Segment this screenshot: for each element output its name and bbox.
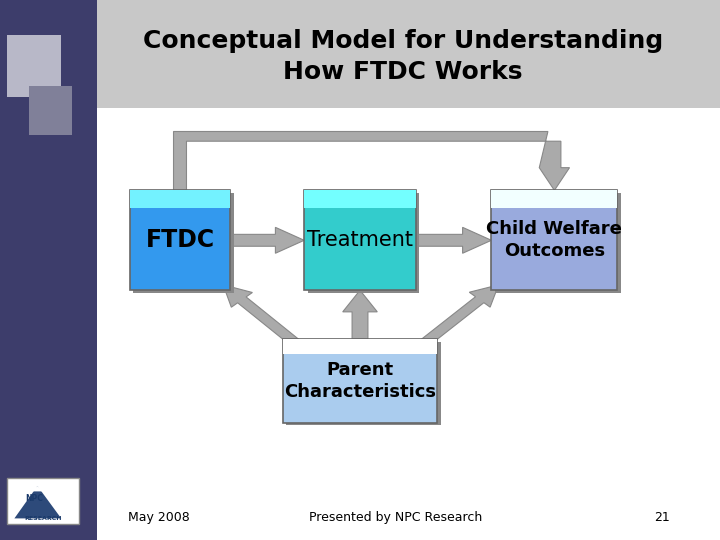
Text: Child Welfare
Outcomes: Child Welfare Outcomes xyxy=(487,220,622,260)
FancyBboxPatch shape xyxy=(287,342,441,426)
Polygon shape xyxy=(416,227,491,253)
Bar xyxy=(491,190,618,208)
Text: Parent
Characteristics: Parent Characteristics xyxy=(284,361,436,401)
Text: Presented by NPC Research: Presented by NPC Research xyxy=(310,511,482,524)
Polygon shape xyxy=(14,486,61,518)
Bar xyxy=(29,86,72,135)
Bar xyxy=(283,339,438,354)
Text: May 2008: May 2008 xyxy=(127,511,189,524)
FancyBboxPatch shape xyxy=(308,193,419,293)
FancyBboxPatch shape xyxy=(133,193,234,293)
Polygon shape xyxy=(31,486,44,491)
FancyBboxPatch shape xyxy=(304,191,416,291)
Text: RESEARCH: RESEARCH xyxy=(24,516,62,521)
Text: 21: 21 xyxy=(654,511,670,524)
Bar xyxy=(0,0,97,540)
Text: NPC: NPC xyxy=(26,494,43,503)
FancyBboxPatch shape xyxy=(495,193,621,293)
FancyBboxPatch shape xyxy=(283,339,438,422)
Bar xyxy=(97,0,720,108)
Bar xyxy=(7,35,61,97)
Polygon shape xyxy=(230,227,304,253)
Polygon shape xyxy=(174,131,570,190)
Text: Treatment: Treatment xyxy=(307,230,413,251)
Text: FTDC: FTDC xyxy=(145,228,215,252)
Bar xyxy=(130,190,230,208)
FancyBboxPatch shape xyxy=(491,191,618,291)
Polygon shape xyxy=(343,291,377,339)
Polygon shape xyxy=(223,285,301,347)
FancyBboxPatch shape xyxy=(130,191,230,291)
Bar xyxy=(304,190,416,208)
Bar xyxy=(7,478,79,524)
Text: Conceptual Model for Understanding
How FTDC Works: Conceptual Model for Understanding How F… xyxy=(143,29,663,84)
Polygon shape xyxy=(419,285,498,347)
